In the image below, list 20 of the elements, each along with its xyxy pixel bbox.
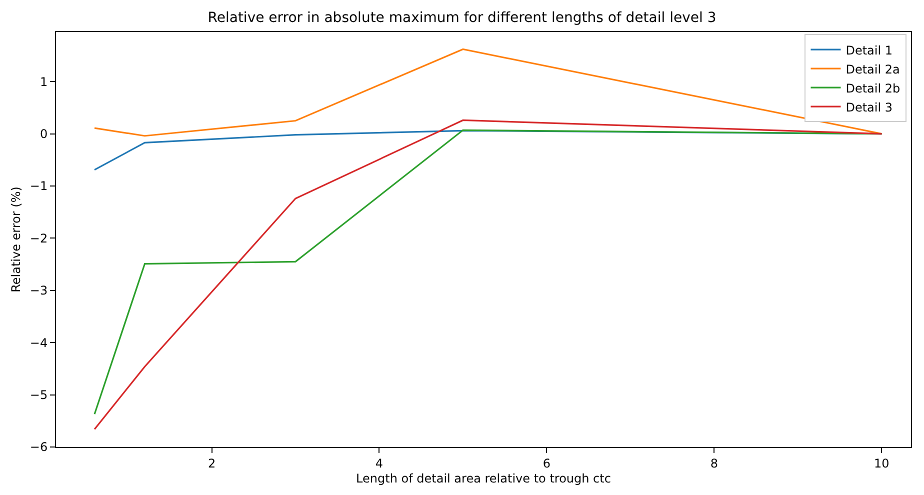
y-tick-label: −5	[30, 388, 48, 402]
x-tick-label: 6	[542, 456, 551, 470]
x-tick-label: 2	[208, 456, 216, 470]
x-tick-label: 4	[375, 456, 384, 470]
x-tick-label: 10	[874, 456, 890, 470]
legend-label: Detail 2b	[846, 81, 900, 96]
legend-label: Detail 1	[846, 43, 893, 58]
y-axis-title: Relative error (%)	[9, 186, 24, 292]
y-tick-label: −4	[30, 336, 48, 350]
y-tick-label: −2	[30, 231, 48, 246]
y-tick-label: −6	[30, 440, 48, 454]
x-axis-title: Length of detail area relative to trough ctc	[356, 471, 611, 486]
y-tick-label: 1	[40, 74, 48, 89]
chart-title: Relative error in absolute maximum for different lengths of detail level 3	[208, 10, 716, 26]
legend-label: Detail 3	[846, 100, 893, 114]
y-tick-label: −3	[30, 284, 48, 298]
x-tick-label: 8	[710, 456, 718, 470]
y-tick-label: 0	[40, 126, 48, 141]
y-tick-label: −1	[30, 179, 48, 194]
legend-label: Detail 2a	[846, 62, 900, 76]
